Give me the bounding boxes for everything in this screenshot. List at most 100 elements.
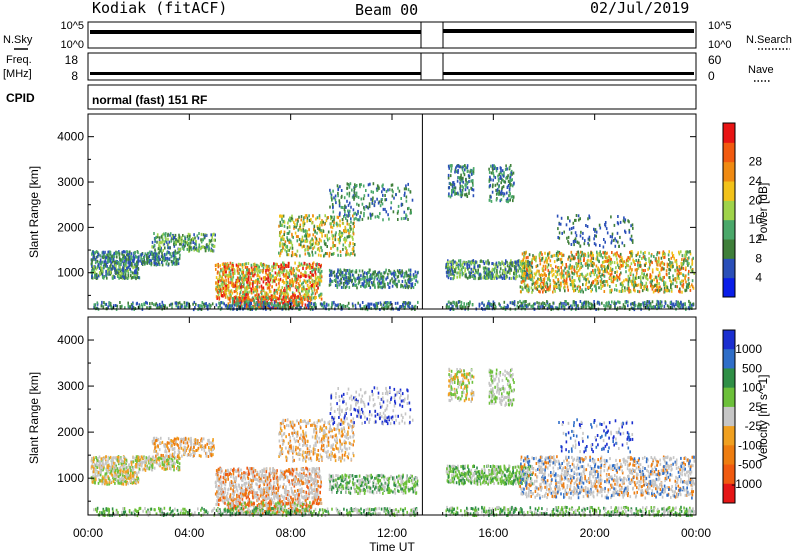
range-gate-cell [391,183,394,187]
range-gate-cell [293,295,296,299]
range-gate-cell [379,301,382,305]
range-gate-cell [616,288,618,292]
range-gate-cell [133,271,136,274]
range-gate-cell [509,198,511,202]
range-gate-cell [672,254,675,257]
range-gate-cell [127,253,129,257]
range-gate-cell [392,280,394,284]
range-gate-cell [204,249,207,253]
range-gate-cell [357,209,359,213]
range-gate-cell [108,270,111,274]
range-gate-cell [371,212,374,216]
range-gate-cell [370,216,372,220]
range-gate-cell [298,263,301,267]
range-gate-cell [548,251,551,255]
range-gate-cell [678,265,681,269]
range-gate-cell [568,255,570,259]
range-gate-cell [281,271,283,275]
range-gate-cell [265,269,267,272]
range-gate-cell [279,273,281,277]
range-gate-cell [225,263,227,267]
range-gate-cell [132,254,135,258]
range-gate-cell [354,183,356,187]
range-gate-cell [202,238,204,242]
range-gate-cell [363,284,365,288]
range-gate-cell [339,211,341,215]
range-gate-cell [532,254,534,258]
range-gate-cell [370,274,373,278]
range-gate-cell [352,274,355,278]
range-gate-cell [459,184,462,188]
range-gate-cell [512,171,515,175]
range-gate-cell [262,269,265,272]
range-gate-cell [213,238,215,242]
range-gate-cell [243,293,246,297]
range-gate-cell [301,287,303,291]
range-gate-cell [470,169,472,172]
range-gate-cell [238,267,241,271]
range-gate-cell [275,299,278,303]
range-gate-cell [347,214,349,218]
range-gate-cell [608,255,610,259]
range-gate-cell [389,188,391,192]
range-gate-cell [290,254,293,258]
range-gate-cell [359,215,361,219]
range-gate-cell [582,290,584,294]
range-gate-cell [311,221,313,225]
range-gate-cell [488,170,491,174]
range-gate-cell [410,211,412,215]
range-gate-cell [286,253,288,257]
range-gate-cell [527,265,529,269]
range-gate-cell [352,282,355,286]
range-gate-cell [291,300,294,304]
range-gate-cell [283,230,286,234]
range-gate-cell [445,270,448,274]
range-gate-cell [566,285,569,289]
range-gate-cell [224,268,226,272]
range-gate-cell [352,232,355,236]
range-gate-cell [315,303,317,307]
range-gate-cell [355,269,358,272]
range-gate-cell [524,278,527,282]
range-gate-cell [285,284,288,287]
range-gate-cell [281,237,284,241]
range-gate-cell [687,263,689,267]
range-gate-cell [331,226,334,230]
range-gate-cell [626,278,628,282]
range-gate-cell [249,272,251,276]
range-gate-cell [595,257,598,261]
range-gate-cell [175,262,178,266]
range-gate-cell [218,284,221,288]
range-gate-cell [472,267,475,271]
range-gate-cell [496,276,498,280]
range-gate-cell [342,277,345,281]
range-gate-cell [287,253,290,257]
range-gate-cell [627,280,630,284]
range-gate-cell [368,205,371,209]
range-gate-cell [386,302,389,306]
range-gate-cell [177,305,180,309]
range-gate-cell [345,278,348,282]
range-gate-cell [385,210,388,214]
nave-label: Nave [748,64,774,76]
range-gate-cell [674,284,677,288]
range-gate-cell [244,290,247,294]
range-gate-cell [247,297,249,301]
range-gate-cell [322,306,325,310]
range-gate-cell [345,247,347,251]
range-gate-cell [501,187,503,191]
range-gate-cell [360,277,362,281]
range-gate-cell [453,276,455,280]
range-gate-cell [186,235,189,239]
range-gate-cell [461,168,464,172]
range-gate-cell [636,268,638,271]
range-gate-cell [330,252,333,256]
range-gate-cell [459,193,462,197]
range-gate-cell [215,276,218,280]
range-gate-cell [369,286,372,290]
range-gate-cell [136,255,138,259]
range-gate-cell [624,289,626,293]
range-gate-cell [91,252,93,256]
range-gate-cell [492,171,495,175]
range-gate-cell [589,274,592,278]
